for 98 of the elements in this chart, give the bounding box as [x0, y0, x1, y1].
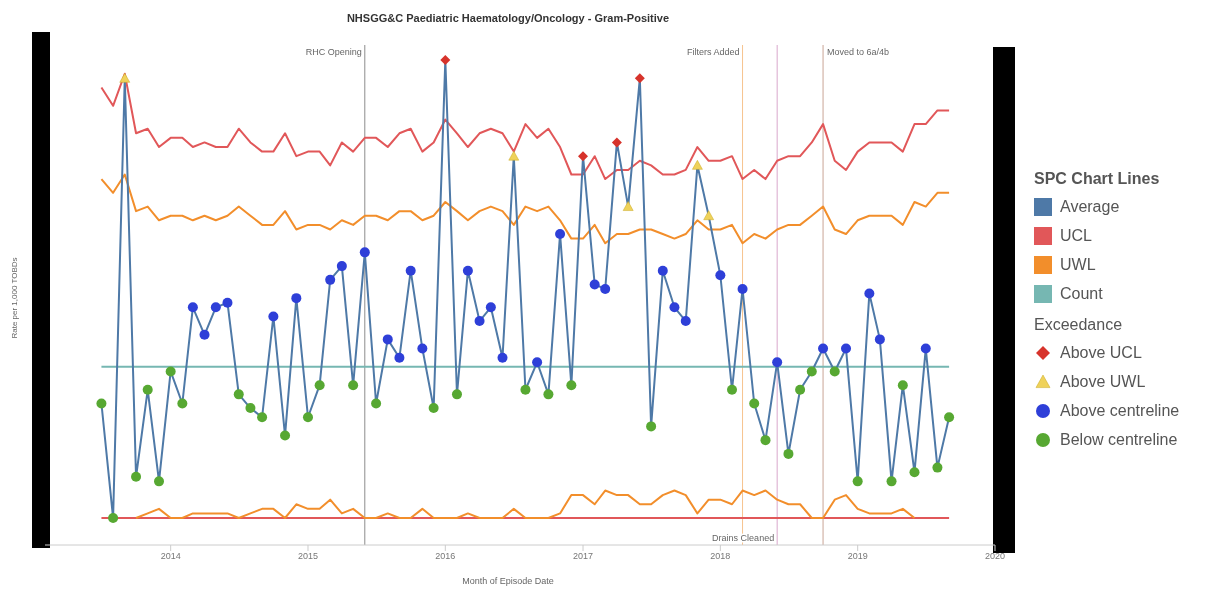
legend-label: Above UCL: [1059, 342, 1143, 363]
point: [440, 55, 451, 65]
point: [611, 137, 622, 148]
x-tick-label: 2016: [435, 551, 456, 562]
point: [543, 389, 554, 400]
point: [932, 462, 943, 473]
point: [749, 398, 760, 409]
point: [715, 270, 726, 281]
ref-line-label: Moved to 6a/4b: [827, 47, 890, 57]
legend-label: Count: [1059, 283, 1104, 304]
point: [222, 297, 233, 308]
point: [119, 73, 131, 83]
point: [874, 334, 885, 345]
point: [634, 73, 645, 84]
ref-line-label: Filters Added: [687, 47, 740, 57]
x-tick-label: 2019: [847, 551, 868, 562]
y-axis-title: Rate per 1,000 TOBDs: [9, 257, 19, 339]
point: [177, 398, 188, 409]
point: [692, 160, 703, 170]
point: [555, 229, 566, 240]
point: [909, 467, 920, 478]
x-tick-label: 2014: [160, 551, 181, 562]
legend-title: SPC Chart Lines: [1034, 170, 1161, 188]
point: [760, 435, 771, 446]
point: [737, 284, 748, 294]
point: [428, 403, 439, 414]
point: [257, 412, 268, 423]
x-tick-label: 2018: [710, 551, 731, 562]
point: [348, 380, 359, 391]
legend-label: Below centreline: [1059, 429, 1179, 450]
point: [394, 352, 405, 363]
point: [291, 293, 302, 304]
point: [795, 384, 806, 395]
point: [864, 288, 875, 299]
point: [818, 343, 829, 354]
point: [302, 412, 313, 423]
point: [187, 302, 198, 313]
point: [336, 261, 347, 272]
ref-line-label: RHC Opening: [305, 47, 362, 57]
point: [703, 210, 714, 220]
point: [233, 389, 244, 400]
point: [462, 265, 473, 276]
point: [371, 398, 382, 409]
point: [520, 384, 531, 395]
point: [578, 151, 589, 162]
point: [944, 412, 955, 423]
point: [108, 513, 119, 523]
point: [669, 302, 680, 313]
point: [325, 274, 336, 285]
chart-title: NHSGG&C Paediatric Haematology/Oncology - Gram-Positive: [345, 12, 671, 24]
point: [142, 384, 153, 395]
point: [96, 398, 107, 409]
point: [727, 384, 738, 395]
point: [359, 247, 370, 258]
point: [841, 343, 852, 354]
legend-label: Above centreline: [1059, 400, 1180, 421]
point: [566, 380, 577, 391]
legend-label: UWL: [1059, 254, 1097, 275]
point: [508, 150, 520, 161]
point: [897, 380, 908, 391]
text: Exceedance: [1034, 316, 1124, 334]
point: [268, 311, 279, 322]
point: [589, 279, 600, 290]
point: [600, 284, 611, 294]
point: [131, 471, 142, 482]
point: [532, 357, 543, 368]
point: [485, 302, 496, 313]
point: [314, 380, 325, 391]
point: [154, 476, 164, 487]
point: [783, 448, 794, 459]
legend-label: Average: [1059, 196, 1121, 217]
point: [497, 352, 508, 363]
point: [199, 329, 210, 340]
x-tick-label: 2015: [297, 551, 319, 562]
point: [451, 389, 462, 400]
point: [210, 302, 221, 313]
point: [920, 343, 931, 354]
point: [245, 403, 256, 414]
x-tick-label: 2017: [573, 551, 594, 562]
point: [280, 430, 291, 441]
point: [165, 366, 176, 377]
point: [405, 265, 416, 276]
point: [417, 343, 428, 354]
point: [382, 334, 393, 345]
point: [829, 366, 840, 377]
point: [474, 316, 485, 327]
point: [852, 476, 863, 487]
point: [772, 357, 783, 368]
point: [657, 265, 668, 276]
legend-label: UCL: [1059, 225, 1093, 246]
point: [806, 366, 817, 377]
x-axis-title: Month of Episode Date: [461, 576, 555, 586]
x-tick-label: 2020: [984, 551, 1006, 562]
point: [646, 421, 657, 432]
point: [680, 316, 691, 327]
point: [622, 201, 634, 211]
legend-label: Above UWL: [1059, 371, 1147, 392]
point: [886, 476, 897, 487]
